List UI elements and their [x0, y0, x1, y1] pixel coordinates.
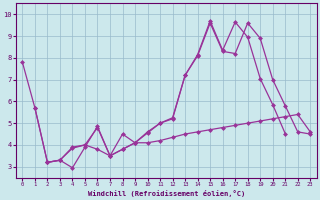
- X-axis label: Windchill (Refroidissement éolien,°C): Windchill (Refroidissement éolien,°C): [88, 190, 245, 197]
